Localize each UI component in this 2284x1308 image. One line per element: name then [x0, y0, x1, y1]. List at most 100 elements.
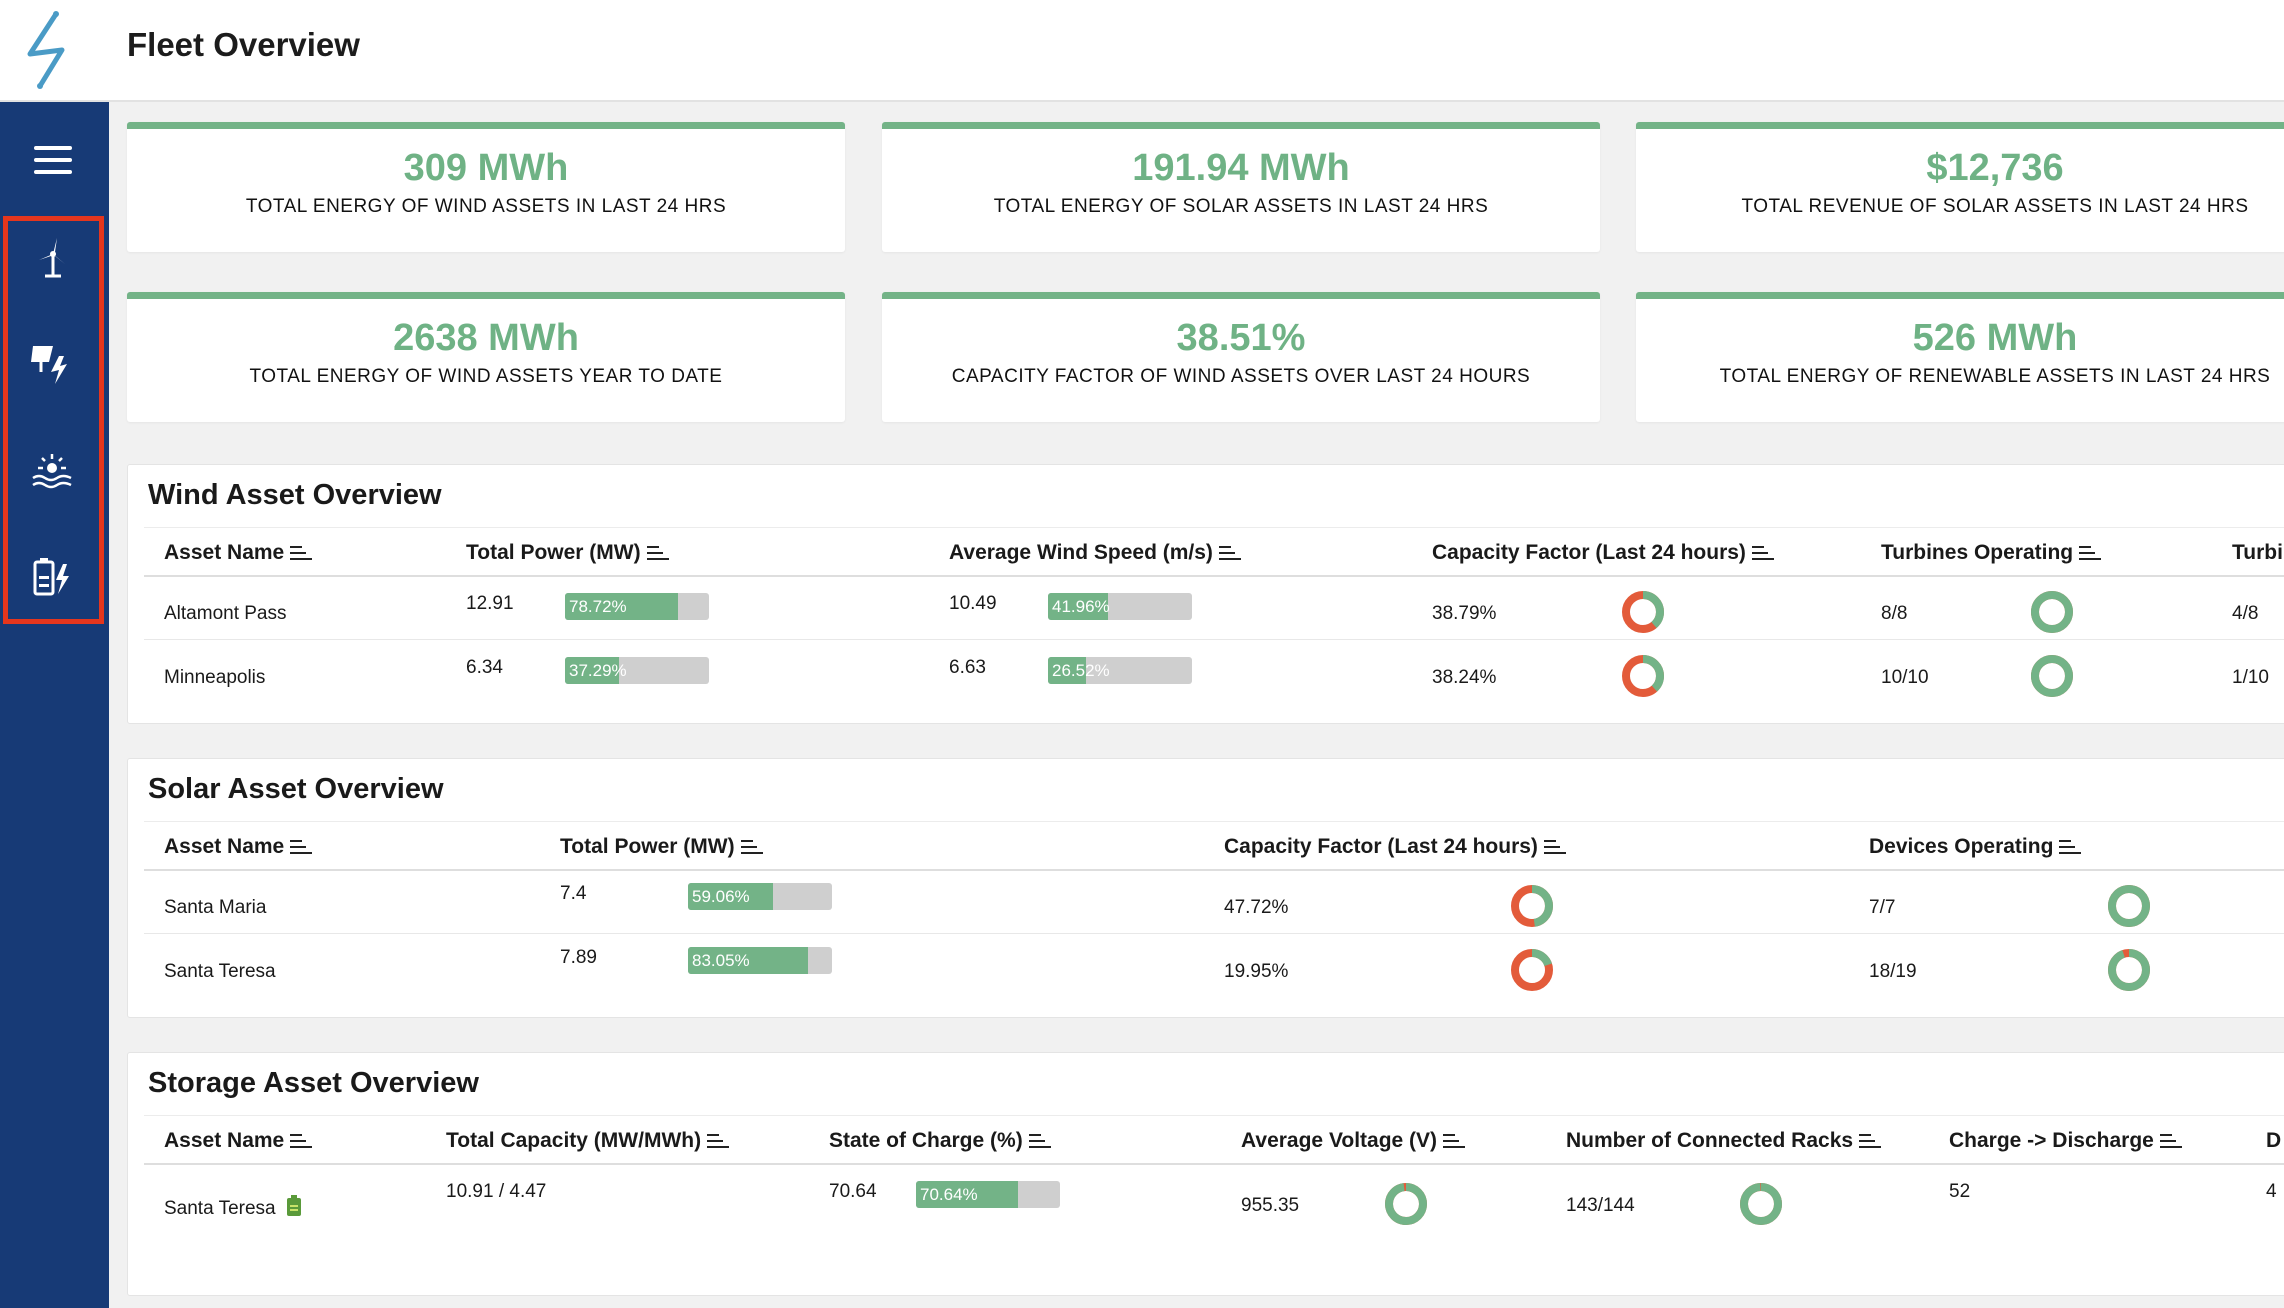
column-header[interactable]: Average Voltage (V)	[1241, 1129, 1466, 1153]
racks-donut	[1740, 1183, 1782, 1225]
asset-name[interactable]: Altamont Pass	[164, 603, 287, 624]
turbines-extra: 1/10	[2232, 667, 2269, 688]
donut-value	[1622, 655, 1664, 697]
asset-name[interactable]: Santa Teresa	[164, 961, 276, 982]
power-progress-bar: 83.05%	[688, 947, 832, 974]
total-power: 6.34	[466, 657, 503, 678]
column-header[interactable]: Number of Connected Racks	[1566, 1129, 1882, 1153]
stat-value: 2638 MWh	[393, 317, 579, 359]
sort-icon[interactable]	[740, 840, 763, 855]
total-power: 7.4	[560, 883, 587, 904]
column-header[interactable]: Asset Name	[164, 835, 313, 859]
sort-icon[interactable]	[1751, 546, 1774, 561]
turbines-operating: 10/10	[1881, 667, 1929, 688]
solar-panel-icon[interactable]	[29, 340, 75, 386]
devices-donut	[2108, 949, 2150, 991]
total-power: 7.89	[560, 947, 597, 968]
column-header[interactable]: Total Power (MW)	[560, 835, 763, 859]
stat-label: TOTAL REVENUE OF SOLAR ASSETS IN LAST 24…	[1741, 196, 2249, 217]
sort-icon[interactable]	[1859, 1134, 1882, 1149]
stat-value: 309 MWh	[403, 147, 569, 189]
asset-name[interactable]: Santa Maria	[164, 897, 267, 918]
stat-label: TOTAL ENERGY OF SOLAR ASSETS IN LAST 24 …	[993, 196, 1489, 217]
capacity-factor: 19.95%	[1224, 961, 1289, 982]
panel-title: Wind Asset Overview	[148, 479, 442, 511]
sidebar	[0, 102, 109, 1308]
column-header[interactable]: Devices Operating	[1869, 835, 2082, 859]
wind-turbine-icon[interactable]	[29, 234, 75, 280]
wind-speed: 10.49	[949, 593, 997, 614]
capacity-factor: 47.72%	[1224, 897, 1289, 918]
sort-icon[interactable]	[707, 1134, 730, 1149]
sort-icon[interactable]	[646, 546, 669, 561]
sort-icon[interactable]	[1543, 840, 1566, 855]
capacity-factor-donut	[1511, 885, 1553, 927]
column-header[interactable]: Asset Name	[164, 541, 313, 565]
stat-value: 191.94 MWh	[1132, 147, 1350, 189]
wind-speed: 6.63	[949, 657, 986, 678]
battery-charge-icon[interactable]	[29, 554, 75, 600]
column-header[interactable]: Asset Name	[164, 1129, 313, 1153]
nav-highlight-box	[3, 216, 104, 624]
sort-icon[interactable]	[2079, 546, 2102, 561]
power-progress-bar: 59.06%	[688, 883, 832, 910]
stat-card-wind-energy-ytd: 2638 MWh TOTAL ENERGY OF WIND ASSETS YEA…	[127, 292, 845, 422]
turbines-operating: 8/8	[1881, 603, 1908, 624]
storage-extra: 4	[2266, 1181, 2277, 1202]
asset-name[interactable]: Santa Teresa	[164, 1195, 303, 1220]
donut-value	[2108, 885, 2150, 927]
donut-value	[2031, 655, 2073, 697]
panel-title: Storage Asset Overview	[148, 1067, 479, 1099]
column-header[interactable]: Total Power (MW)	[466, 541, 669, 565]
turbines-donut	[2031, 655, 2073, 697]
hamburger-icon[interactable]	[34, 146, 72, 174]
donut-value	[2031, 591, 2073, 633]
storage-asset-panel: Storage Asset Overview Asset Name Total …	[127, 1052, 2284, 1296]
devices-operating: 18/19	[1869, 961, 1917, 982]
stat-card-wind-energy-24h: 309 MWh TOTAL ENERGY OF WIND ASSETS IN L…	[127, 122, 845, 252]
power-progress-bar: 78.72%	[565, 593, 709, 620]
column-header[interactable]: Average Wind Speed (m/s)	[949, 541, 1241, 565]
stat-value: 526 MWh	[1912, 317, 2078, 359]
column-header[interactable]: State of Charge (%)	[829, 1129, 1051, 1153]
sort-icon[interactable]	[1218, 546, 1241, 561]
sun-water-icon[interactable]	[29, 448, 75, 494]
stat-value: $12,736	[1926, 147, 2064, 189]
charge-discharge-cycles: 52	[1949, 1181, 1971, 1202]
sort-icon[interactable]	[2159, 1134, 2182, 1149]
sort-icon[interactable]	[2059, 840, 2082, 855]
stat-card-solar-energy-24h: 191.94 MWh TOTAL ENERGY OF SOLAR ASSETS …	[882, 122, 1600, 252]
column-header[interactable]: Turbines Operating	[1881, 541, 2102, 565]
total-capacity: 10.91 / 4.47	[446, 1181, 547, 1202]
wind-speed-progress-bar: 26.52%	[1048, 657, 1192, 684]
column-header[interactable]: Turbi	[2232, 541, 2283, 564]
stat-card-wind-capacity-factor: 38.51% CAPACITY FACTOR OF WIND ASSETS OV…	[882, 292, 1600, 422]
capacity-factor-donut	[1622, 655, 1664, 697]
stat-label: TOTAL ENERGY OF WIND ASSETS IN LAST 24 H…	[245, 196, 727, 217]
sort-icon[interactable]	[290, 1134, 313, 1149]
sort-icon[interactable]	[1443, 1134, 1466, 1149]
panel-title: Solar Asset Overview	[148, 773, 444, 805]
sort-icon[interactable]	[290, 546, 313, 561]
page-title: Fleet Overview	[127, 26, 360, 63]
devices-operating: 7/7	[1869, 897, 1896, 918]
sort-icon[interactable]	[1028, 1134, 1051, 1149]
asset-name[interactable]: Minneapolis	[164, 667, 266, 688]
column-header[interactable]: Charge -> Discharge	[1949, 1129, 2182, 1153]
donut-value	[2108, 949, 2150, 991]
column-header[interactable]: Total Capacity (MW/MWh)	[446, 1129, 730, 1153]
average-voltage: 955.35	[1241, 1195, 1300, 1216]
donut-value	[1511, 885, 1553, 927]
column-header[interactable]: Capacity Factor (Last 24 hours)	[1432, 541, 1774, 565]
donut-value	[1511, 949, 1553, 991]
turbines-donut	[2031, 591, 2073, 633]
sort-icon[interactable]	[290, 840, 313, 855]
battery-icon	[286, 1195, 301, 1216]
capacity-factor-donut	[1622, 591, 1664, 633]
capacity-factor-donut	[1511, 949, 1553, 991]
total-power: 12.91	[466, 593, 514, 614]
column-header[interactable]: D	[2266, 1129, 2282, 1152]
lightning-bolt-logo[interactable]	[16, 10, 84, 90]
column-header[interactable]: Capacity Factor (Last 24 hours)	[1224, 835, 1566, 859]
stat-value: 38.51%	[1176, 317, 1306, 359]
